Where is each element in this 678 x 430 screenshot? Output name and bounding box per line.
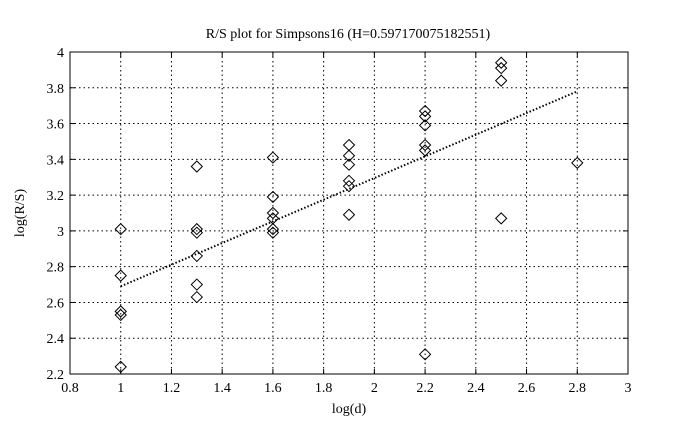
grid-lines [70, 52, 628, 374]
data-point-diamond [266, 151, 280, 164]
y-tick-label: 2.6 [47, 296, 65, 311]
y-tick-label: 2.2 [47, 368, 65, 383]
y-tick-label: 3.4 [47, 153, 65, 168]
data-point-diamond [418, 104, 432, 118]
y-tick-label: 3.2 [47, 189, 65, 204]
data-point-diamond [418, 138, 432, 152]
y-tick-label: 4 [57, 46, 64, 61]
x-tick-label: 1 [117, 381, 124, 396]
data-point-diamond [114, 305, 127, 318]
x-tick-label: 1.2 [163, 381, 181, 396]
data-point-diamond [114, 269, 127, 282]
y-tick-label: 2.8 [47, 261, 65, 276]
x-tick-label: 0.8 [61, 381, 79, 396]
x-tick-label: 3 [625, 381, 632, 396]
x-tick-label: 1.6 [264, 381, 282, 396]
x-axis-label: log(d) [332, 402, 367, 417]
data-point-diamond [114, 308, 127, 322]
data-point-diamond [190, 290, 204, 304]
x-tick-label: 2.2 [416, 381, 434, 396]
chart-title: R/S plot for Simpsons16 (H=0.59717007518… [206, 27, 491, 42]
x-tick-label: 2 [371, 381, 378, 396]
y-tick-label: 3.6 [47, 118, 65, 133]
data-point-diamond [418, 144, 432, 157]
data-point-diamond [114, 360, 127, 374]
data-points [114, 56, 584, 374]
data-point-diamond [342, 179, 356, 193]
y-axis-label: log(R/S) [13, 189, 28, 238]
x-tick-labels: 0.8 1 1.2 1.4 1.6 1.8 2 2.2 2.4 2.6 2.8 3 [61, 381, 631, 396]
data-point-diamond [266, 226, 280, 239]
data-point-diamond [190, 160, 204, 173]
data-point-diamond [494, 212, 508, 225]
x-tick-label: 2.4 [467, 381, 485, 396]
data-point-diamond [494, 74, 508, 87]
data-point-diamond [418, 110, 432, 123]
y-tick-labels: 2.2 2.4 2.6 2.8 3 3.2 3.4 3.6 3.8 4 [47, 46, 65, 383]
data-point-diamond [266, 190, 280, 204]
data-point-diamond [190, 249, 204, 263]
data-point-diamond [342, 158, 356, 171]
data-point-diamond [418, 348, 432, 361]
x-tick-label: 2.8 [569, 381, 587, 396]
data-point-diamond [342, 174, 356, 188]
data-point-diamond [342, 208, 356, 221]
data-point-diamond [571, 156, 584, 170]
fit-line [120, 90, 578, 288]
axis-ticks [69, 51, 629, 375]
data-point-diamond [342, 138, 356, 152]
plot-area-frame [69, 51, 629, 375]
data-point-diamond [494, 61, 508, 75]
data-point-diamond [494, 56, 508, 69]
data-point-diamond [114, 222, 127, 236]
x-tick-label: 1.8 [315, 381, 333, 396]
y-tick-label: 3.8 [47, 82, 65, 97]
y-tick-label: 3 [57, 225, 64, 240]
data-point-diamond [190, 226, 204, 239]
data-point-diamond [190, 222, 204, 236]
data-point-diamond [418, 119, 432, 132]
x-tick-label: 1.4 [213, 381, 231, 396]
data-point-diamond [266, 206, 280, 220]
y-tick-label: 2.4 [47, 332, 65, 347]
data-point-diamond [190, 278, 204, 291]
x-tick-label: 2.6 [518, 381, 536, 396]
data-point-diamond [266, 222, 280, 236]
fit-line-group [120, 90, 578, 288]
data-point-diamond [342, 149, 356, 162]
